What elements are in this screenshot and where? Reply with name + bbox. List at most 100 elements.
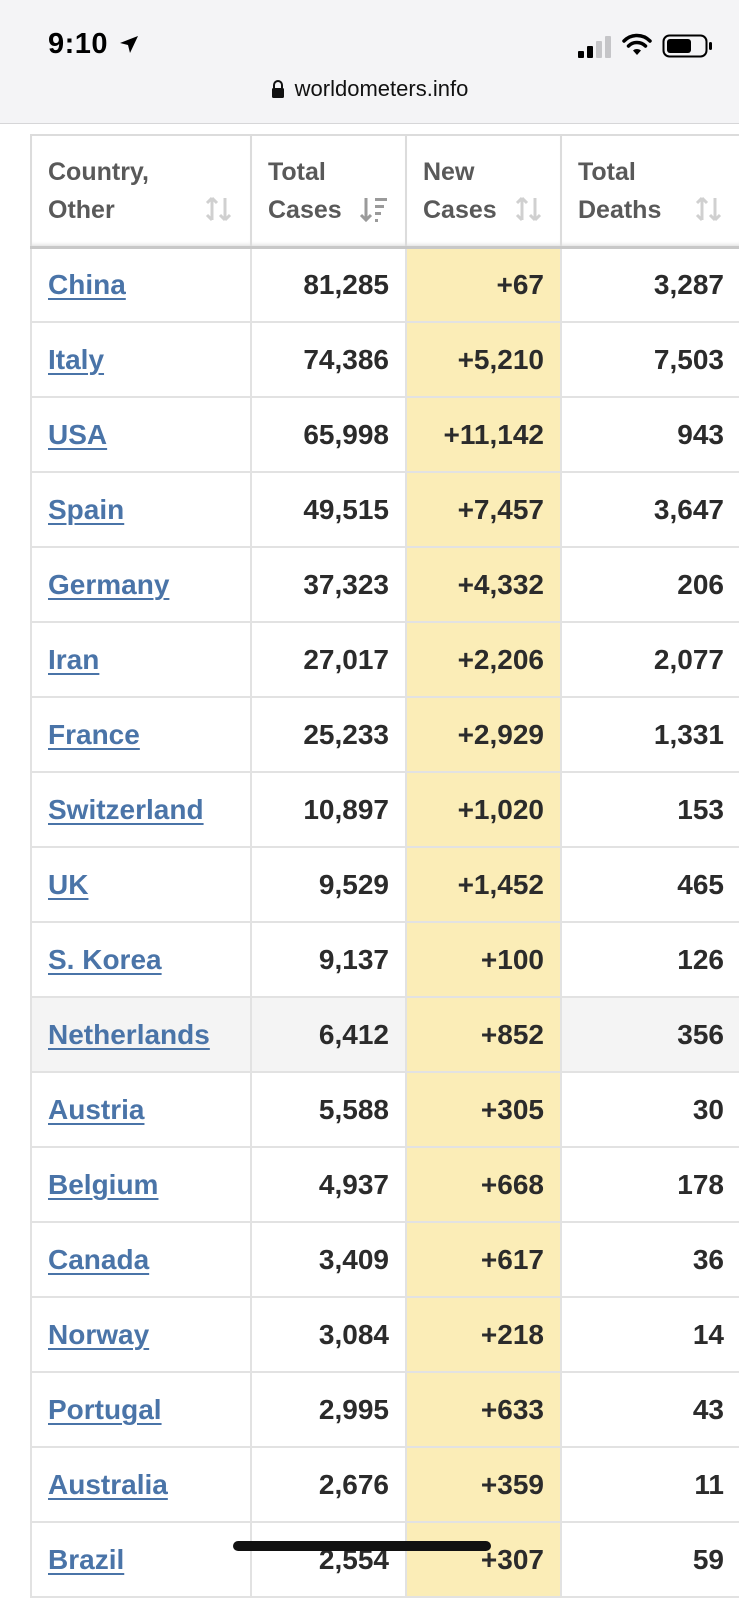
header-new-cases[interactable]: New Cases (405, 134, 562, 249)
table-row: UK 9,529 +1,452 465 (30, 846, 739, 923)
country-cell: Netherlands (30, 996, 252, 1073)
country-cell: USA (30, 396, 252, 473)
new-cases-cell: +307 (405, 1521, 562, 1598)
total-deaths-cell: 3,647 (560, 471, 739, 548)
country-cell: Spain (30, 471, 252, 548)
country-link[interactable]: S. Korea (48, 943, 162, 975)
status-time: 9:10 (48, 28, 109, 60)
total-deaths-cell: 465 (560, 846, 739, 923)
country-link[interactable]: Australia (48, 1468, 168, 1500)
total-cases-cell: 2,554 (250, 1521, 407, 1598)
new-cases-cell: +852 (405, 996, 562, 1073)
country-cell: Switzerland (30, 771, 252, 848)
country-cell: China (30, 246, 252, 323)
table-row: Australia 2,676 +359 11 (30, 1446, 739, 1523)
total-deaths-cell: 11 (560, 1446, 739, 1523)
table-row: France 25,233 +2,929 1,331 (30, 696, 739, 773)
table-row: Norway 3,084 +218 14 (30, 1296, 739, 1373)
table-row: Switzerland 10,897 +1,020 153 (30, 771, 739, 848)
country-link[interactable]: Germany (48, 568, 170, 600)
country-link[interactable]: Netherlands (48, 1018, 210, 1050)
total-cases-cell: 81,285 (250, 246, 407, 323)
location-arrow-icon (120, 36, 138, 53)
total-deaths-cell: 7,503 (560, 321, 739, 398)
new-cases-cell: +4,332 (405, 546, 562, 623)
new-cases-cell: +7,457 (405, 471, 562, 548)
header-total-cases[interactable]: Total Cases (250, 134, 407, 249)
lock-icon (271, 80, 284, 98)
total-deaths-cell: 1,331 (560, 696, 739, 773)
new-cases-cell: +617 (405, 1221, 562, 1298)
country-link[interactable]: China (48, 268, 126, 300)
new-cases-cell: +668 (405, 1146, 562, 1223)
country-cell: Australia (30, 1446, 252, 1523)
total-cases-cell: 3,409 (250, 1221, 407, 1298)
header-country[interactable]: Country, Other (30, 134, 252, 249)
total-deaths-cell: 43 (560, 1371, 739, 1448)
table-row: Iran 27,017 +2,206 2,077 (30, 621, 739, 698)
country-link[interactable]: USA (48, 418, 108, 450)
total-cases-cell: 5,588 (250, 1071, 407, 1148)
table-row: Portugal 2,995 +633 43 (30, 1371, 739, 1448)
table-row: Belgium 4,937 +668 178 (30, 1146, 739, 1223)
cellular-signal-icon (578, 36, 611, 58)
total-cases-cell: 49,515 (250, 471, 407, 548)
country-link[interactable]: Italy (48, 343, 105, 375)
country-cell: UK (30, 846, 252, 923)
table-row: Brazil 2,554 +307 59 (30, 1521, 739, 1598)
header-total-deaths[interactable]: Total Deaths (560, 134, 739, 249)
country-link[interactable]: Switzerland (48, 793, 204, 825)
new-cases-cell: +11,142 (405, 396, 562, 473)
table-row: Spain 49,515 +7,457 3,647 (30, 471, 739, 548)
total-cases-cell: 4,937 (250, 1146, 407, 1223)
total-deaths-cell: 153 (560, 771, 739, 848)
total-deaths-cell: 126 (560, 921, 739, 998)
total-cases-cell: 10,897 (250, 771, 407, 848)
country-link[interactable]: Brazil (48, 1543, 125, 1575)
country-link[interactable]: Iran (48, 643, 100, 675)
new-cases-cell: +359 (405, 1446, 562, 1523)
total-cases-cell: 65,998 (250, 396, 407, 473)
total-deaths-cell: 36 (560, 1221, 739, 1298)
sort-icon[interactable] (694, 194, 724, 224)
country-link[interactable]: Canada (48, 1243, 150, 1275)
country-cell: France (30, 696, 252, 773)
new-cases-cell: +633 (405, 1371, 562, 1448)
total-cases-cell: 6,412 (250, 996, 407, 1073)
new-cases-cell: +2,929 (405, 696, 562, 773)
country-link[interactable]: UK (48, 868, 89, 900)
total-deaths-cell: 14 (560, 1296, 739, 1373)
new-cases-cell: +218 (405, 1296, 562, 1373)
new-cases-cell: +1,020 (405, 771, 562, 848)
total-deaths-cell: 178 (560, 1146, 739, 1223)
country-link[interactable]: Austria (48, 1093, 145, 1125)
country-cell: Canada (30, 1221, 252, 1298)
country-link[interactable]: Norway (48, 1318, 150, 1350)
country-link[interactable]: Portugal (48, 1393, 162, 1425)
table-row: S. Korea 9,137 +100 126 (30, 921, 739, 998)
wifi-icon (622, 33, 652, 55)
sort-descending-icon[interactable] (359, 194, 389, 224)
home-indicator[interactable] (233, 1541, 491, 1551)
status-bar: 9:10 worldometers.info (0, 0, 739, 124)
country-link[interactable]: France (48, 718, 140, 750)
total-deaths-cell: 943 (560, 396, 739, 473)
table-row: Italy 74,386 +5,210 7,503 (30, 321, 739, 398)
total-cases-cell: 2,676 (250, 1446, 407, 1523)
total-deaths-cell: 59 (560, 1521, 739, 1598)
table-row: Austria 5,588 +305 30 (30, 1071, 739, 1148)
country-link[interactable]: Belgium (48, 1168, 159, 1200)
country-link[interactable]: Spain (48, 493, 125, 525)
total-cases-cell: 25,233 (250, 696, 407, 773)
new-cases-cell: +5,210 (405, 321, 562, 398)
sort-icon[interactable] (514, 194, 544, 224)
sort-icon[interactable] (204, 194, 234, 224)
country-cell: Germany (30, 546, 252, 623)
total-deaths-cell: 3,287 (560, 246, 739, 323)
table-row: Canada 3,409 +617 36 (30, 1221, 739, 1298)
covid-table: Country, Other Total Cases (30, 134, 739, 1598)
total-cases-cell: 9,529 (250, 846, 407, 923)
address-bar[interactable]: worldometers.info (0, 76, 739, 112)
total-cases-cell: 9,137 (250, 921, 407, 998)
new-cases-cell: +305 (405, 1071, 562, 1148)
